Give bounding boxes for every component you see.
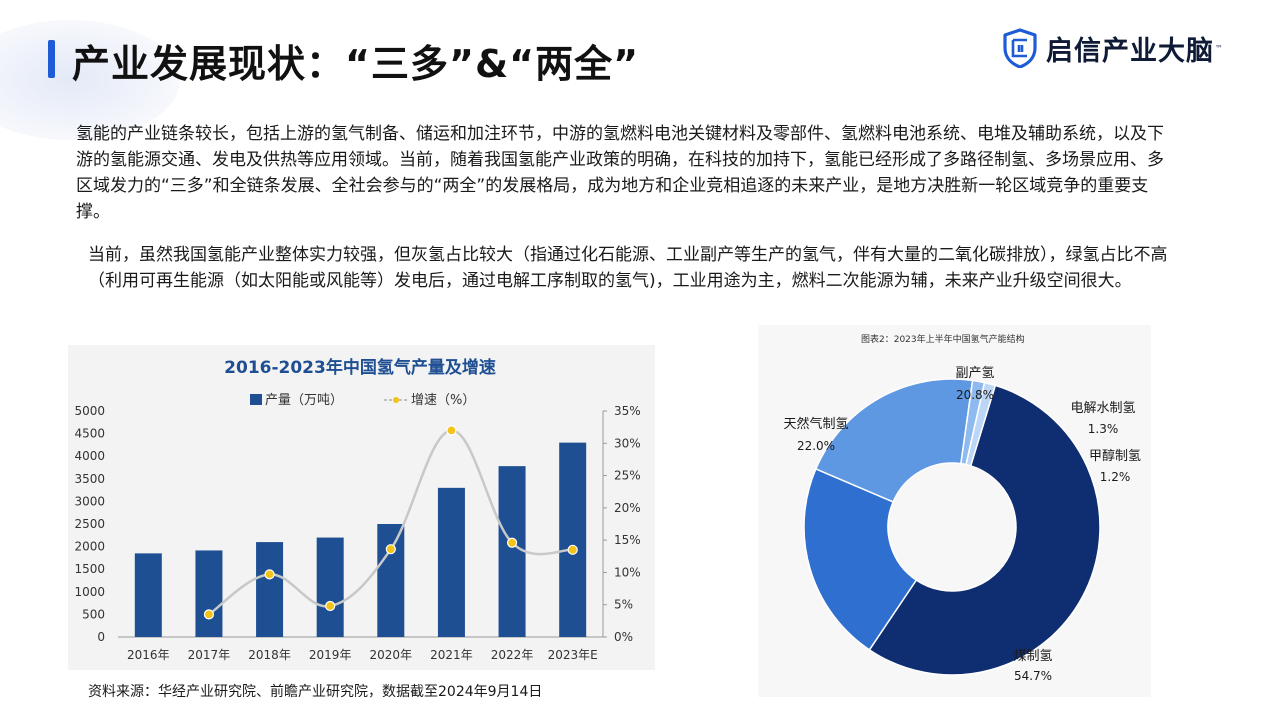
y-right-tick-label: 15% bbox=[614, 533, 641, 547]
legend-bar-label: 产量（万吨） bbox=[265, 393, 343, 408]
slice-label: 电解水制氢 bbox=[1070, 401, 1135, 416]
x-tick-label: 2017年 bbox=[188, 648, 231, 662]
production-bar bbox=[559, 442, 587, 637]
brand-logo: 启信产业大脑 ™ bbox=[1002, 28, 1223, 68]
y-left-tick-label: 500 bbox=[82, 607, 105, 621]
growth-point bbox=[325, 600, 336, 612]
title-accent-bar bbox=[48, 40, 55, 78]
chart-title: 2016-2023年中国氢气产量及增速 bbox=[224, 357, 496, 378]
x-tick-label: 2016年 bbox=[127, 648, 170, 662]
slice-value-label: 54.7% bbox=[1014, 669, 1052, 683]
donut-slice bbox=[814, 378, 974, 503]
legend-line-marker bbox=[393, 397, 399, 403]
growth-point bbox=[203, 609, 215, 620]
production-bar bbox=[437, 487, 465, 637]
brand-trademark: ™ bbox=[1215, 43, 1223, 53]
donut-slice bbox=[803, 467, 918, 651]
y-left-tick-label: 1500 bbox=[74, 562, 105, 576]
legend-line-label: 增速（%） bbox=[411, 393, 475, 408]
x-tick-label: 2022年 bbox=[491, 648, 534, 662]
slice-value-label: 1.2% bbox=[1100, 470, 1131, 484]
production-chart: 2016-2023年中国氢气产量及增速产量（万吨） 增速（%） 0 500 1000 15… bbox=[68, 345, 655, 670]
page-title: 产业发展现状：“三多”&“两全” bbox=[72, 42, 640, 86]
x-tick-label: 2021年 bbox=[430, 648, 473, 662]
growth-point bbox=[385, 544, 396, 555]
donut-title: 图表2：2023年上半年中国氢气产能结构 bbox=[861, 333, 1025, 345]
growth-point bbox=[567, 544, 578, 555]
y-left-tick-label: 0 bbox=[97, 630, 105, 644]
slice-label: 天然气制氢 bbox=[783, 416, 848, 432]
y-left-tick-label: 1000 bbox=[74, 585, 105, 599]
y-right-tick-label: 30% bbox=[614, 436, 641, 450]
title-glow bbox=[0, 20, 180, 140]
production-bar bbox=[195, 550, 223, 637]
donut-slice bbox=[965, 381, 997, 467]
growth-point bbox=[506, 537, 518, 548]
y-right-tick-label: 35% bbox=[614, 404, 641, 418]
y-left-tick-label: 4500 bbox=[74, 427, 105, 441]
production-bar bbox=[256, 542, 284, 637]
data-source-note: 资料来源：华经产业研究院、前瞻产业研究院，数据截至2024年9月14日 bbox=[88, 684, 543, 700]
y-right-tick-label: 10% bbox=[614, 565, 641, 579]
production-bar bbox=[134, 553, 162, 637]
y-right-tick-label: 5% bbox=[614, 598, 633, 612]
slice-value-label: 20.8% bbox=[956, 388, 994, 402]
production-bar bbox=[316, 537, 344, 637]
production-bar bbox=[498, 466, 526, 637]
y-right-tick-label: 20% bbox=[614, 501, 641, 515]
production-bar bbox=[377, 524, 405, 637]
slice-value-label: 22.0% bbox=[797, 439, 835, 453]
y-left-tick-label: 5000 bbox=[74, 404, 105, 418]
x-tick-label: 2023年E bbox=[548, 648, 598, 662]
y-left-tick-label: 2500 bbox=[74, 517, 105, 531]
status-paragraph: 当前，虽然我国氢能产业整体实力较强，但灰氢占比较大（指通过化石能源、工业副产等生… bbox=[88, 245, 1168, 291]
donut-slice bbox=[868, 384, 1101, 676]
slice-label: 甲醇制氢 bbox=[1089, 448, 1141, 464]
y-left-tick-label: 3500 bbox=[74, 472, 105, 486]
growth-point bbox=[446, 425, 457, 436]
capacity-donut-chart: 图表2：2023年上半年中国氢气产能结构煤制氢 54.7% 天然气制氢 22.0% 副产… bbox=[758, 325, 1151, 697]
y-left-tick-label: 2000 bbox=[74, 540, 105, 554]
x-tick-label: 2020年 bbox=[370, 648, 413, 662]
intro-paragraph: 氢能的产业链条较长，包括上游的氢气制备、储运和加注环节，中游的氢燃料电池关键材料… bbox=[76, 124, 1164, 222]
x-tick-label: 2018年 bbox=[248, 648, 291, 662]
legend-bar-swatch bbox=[250, 394, 262, 405]
shield-logo-icon bbox=[1003, 28, 1037, 68]
slice-label: 副产氢 bbox=[955, 366, 994, 381]
x-tick-label: 2019年 bbox=[309, 648, 352, 662]
slice-value-label: 1.3% bbox=[1088, 422, 1119, 436]
y-left-tick-label: 3000 bbox=[74, 494, 105, 508]
y-right-tick-label: 25% bbox=[614, 469, 641, 483]
brand-name: 启信产业大脑 bbox=[1046, 35, 1214, 67]
y-left-tick-label: 4000 bbox=[74, 449, 105, 463]
growth-point bbox=[264, 569, 275, 580]
y-right-tick-label: 0% bbox=[614, 630, 633, 644]
slice-label: 煤制氢 bbox=[1013, 649, 1052, 664]
